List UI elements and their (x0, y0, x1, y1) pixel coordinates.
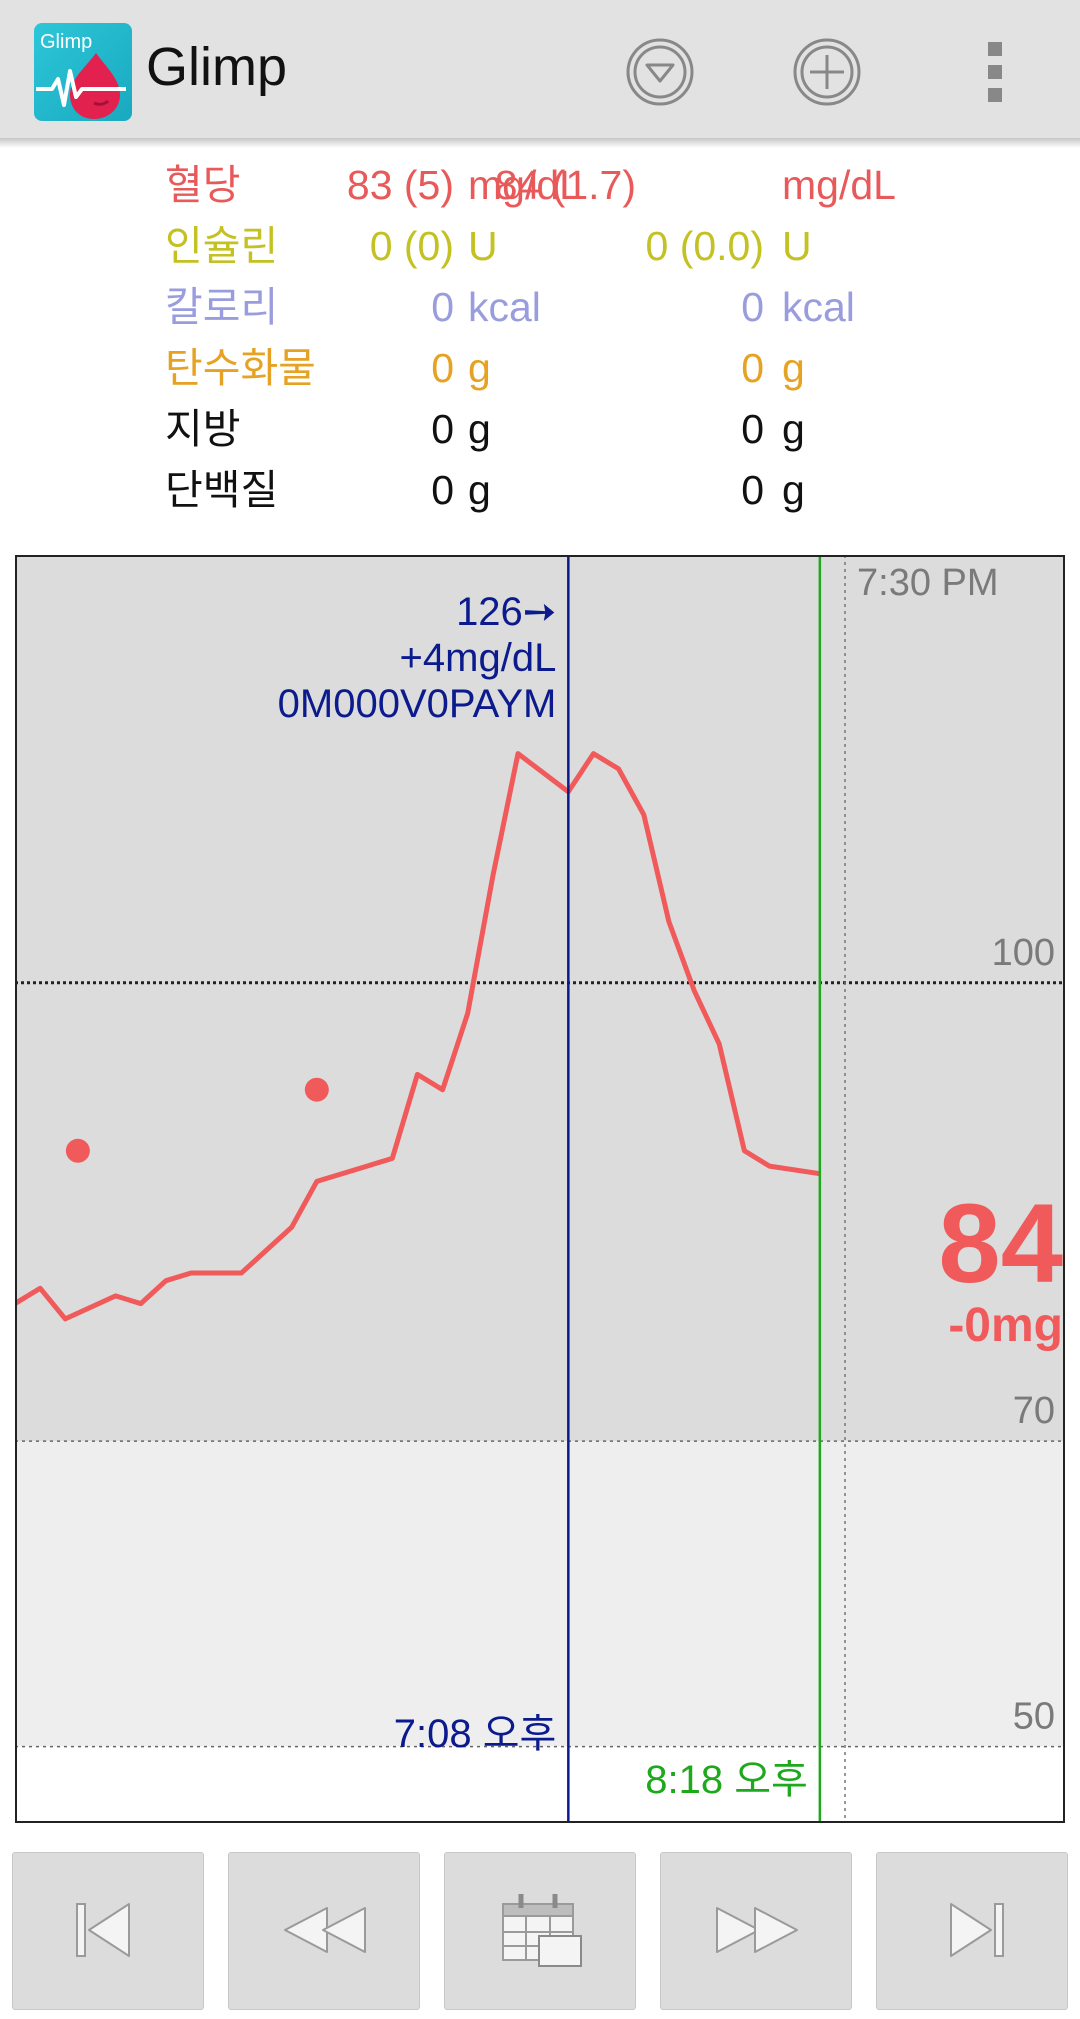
summary-unit-1: g (468, 406, 491, 452)
chart-low-band (15, 1746, 1065, 1823)
dropdown-circle-icon (626, 38, 694, 106)
summary-value-2: 0 (741, 284, 764, 330)
summary-row-carbs: 탄수화물 0 g 0 g (0, 338, 1080, 398)
summary-row-glucose: 혈당 83 (5) mg/dL 84 (1.7) mg/dL (0, 155, 1080, 215)
summary-unit-1: g (468, 467, 491, 513)
current-glucose-value: 84 (938, 1181, 1063, 1306)
summary-row-insulin: 인슐린 0 (0) U 0 (0.0) U (0, 216, 1080, 276)
summary-value-1: 83 (5) (346, 162, 454, 208)
summary-unit-1: g (468, 345, 491, 391)
summary-unit-2: mg/dL (782, 162, 896, 208)
current-glucose-delta: -0mg (948, 1299, 1063, 1352)
cursor-info-line: 126➙ (456, 590, 556, 634)
summary-unit-1: kcal (468, 284, 541, 330)
summary-value-2: 0 (741, 345, 764, 391)
app-icon-text: Glimp (40, 31, 93, 53)
y-tick-label: 50 (1013, 1696, 1055, 1738)
first-button[interactable] (12, 1852, 204, 2010)
last-button[interactable] (876, 1852, 1068, 2010)
skip-first-icon (76, 1903, 130, 1957)
summary-value-2: 0 (741, 467, 764, 513)
summary-label: 단백질 (165, 467, 279, 513)
summary-unit-2: g (782, 406, 805, 452)
glucose-point (65, 1138, 90, 1163)
calendar-button[interactable] (444, 1852, 636, 2010)
chart-border (15, 555, 1065, 1823)
summary-value-1: 0 (431, 284, 454, 330)
summary-unit-2: g (782, 345, 805, 391)
cursor-time-label-blue: 7:08 오후 (394, 1712, 557, 1756)
summary-value-1: 0 (431, 406, 454, 452)
summary-label: 칼로리 (165, 284, 279, 330)
forward-button[interactable] (660, 1852, 852, 2010)
x-tick-label: 7:30 PM (857, 562, 999, 604)
glucose-point (304, 1077, 329, 1102)
calendar-icon (502, 1894, 582, 1967)
summary-unit-1: mg/dL (468, 162, 582, 208)
toolbar-shadow (0, 138, 1080, 148)
rewind-icon (284, 1907, 366, 1953)
more-vert-icon (988, 42, 1002, 102)
overflow-menu-button[interactable] (960, 36, 1032, 108)
cursor-info-line: +4mg/dL (400, 636, 557, 680)
app-title: Glimp (146, 37, 288, 97)
summary-label: 탄수화물 (165, 345, 316, 391)
fast-forward-icon (716, 1907, 798, 1953)
y-tick-label: 100 (992, 932, 1055, 974)
summary-row-calories: 칼로리 0 kcal 0 kcal (0, 277, 1080, 337)
add-button[interactable] (791, 36, 863, 108)
summary-row-protein: 단백질 0 g 0 g (0, 460, 1080, 520)
glimp-logo-icon: Glimp (34, 23, 132, 121)
summary-unit-2: U (782, 223, 812, 269)
summary-row-fat: 지방 0 g 0 g (0, 399, 1080, 459)
summary-value-2: 0 (741, 406, 764, 452)
summary-unit-2: g (782, 467, 805, 513)
glucose-line (15, 751, 821, 1322)
summary-label: 인슐린 (165, 223, 279, 269)
navigation-bar (0, 1840, 1080, 2019)
summary-value-2: 0 (0.0) (645, 223, 765, 269)
summary-label: 지방 (165, 406, 241, 452)
cursor-time-label-green: 8:18 오후 (645, 1758, 808, 1802)
summary-value-1: 0 (431, 467, 454, 513)
summary-value-1: 0 (0) (369, 223, 454, 269)
plus-circle-icon (793, 38, 861, 106)
y-tick-label: 70 (1013, 1390, 1055, 1432)
chart-target-band (15, 1441, 1065, 1747)
summary-unit-1: U (468, 223, 498, 269)
skip-last-icon (950, 1903, 1004, 1957)
app-toolbar: Glimp Glimp (0, 0, 1080, 138)
chart-high-band (15, 555, 1065, 1442)
cursor-info-line: 0M000V0PAYM (278, 682, 557, 726)
rewind-button[interactable] (228, 1852, 420, 2010)
summary-unit-2: kcal (782, 284, 855, 330)
summary-value-2: 84 (1.7) (494, 162, 636, 208)
summary-label: 혈당 (165, 162, 241, 208)
summary-table: 혈당 83 (5) mg/dL 84 (1.7) mg/dL 인슐린 0 (0)… (0, 155, 1080, 525)
filter-button[interactable] (624, 36, 696, 108)
summary-value-1: 0 (431, 345, 454, 391)
